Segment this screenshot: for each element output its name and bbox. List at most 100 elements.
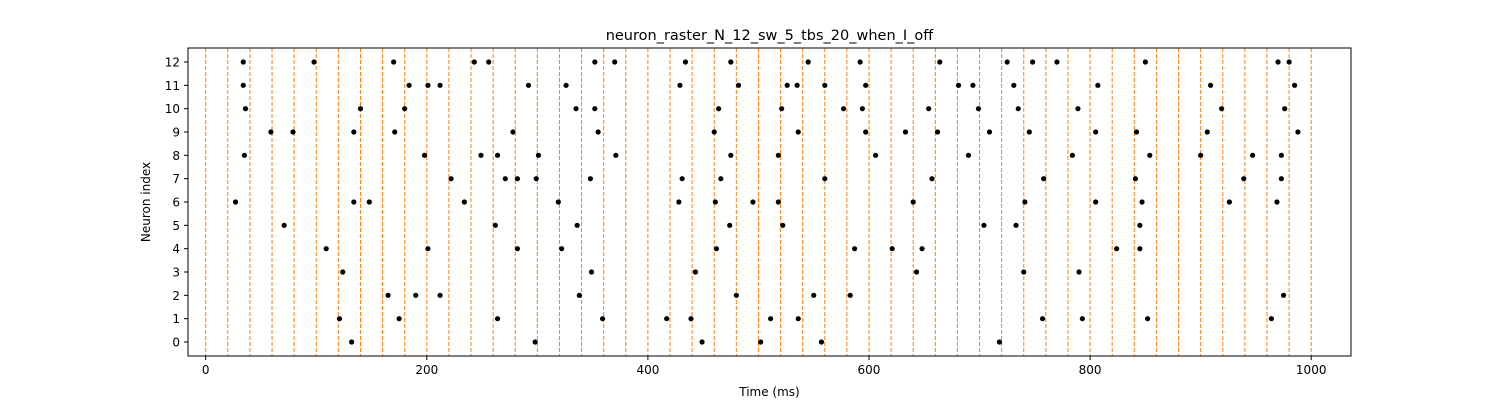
spike-point — [1292, 82, 1298, 88]
spike-point — [612, 59, 618, 65]
spike-point — [1204, 129, 1210, 135]
spike-point — [1137, 222, 1143, 228]
spike-point — [1295, 129, 1301, 135]
spike-point — [679, 176, 685, 182]
x-tick-label: 1000 — [1296, 363, 1327, 377]
spike-point — [716, 106, 722, 112]
spike-point — [494, 316, 501, 322]
spike-point — [795, 316, 801, 322]
spike-point — [779, 106, 785, 112]
spike-point — [728, 59, 734, 65]
spike-point — [1144, 316, 1151, 322]
spike-point — [592, 59, 598, 65]
spike-point — [391, 59, 397, 65]
spike-point — [811, 292, 817, 298]
spike-point — [795, 129, 801, 135]
spike-point — [471, 59, 477, 65]
spike-point — [822, 176, 828, 182]
y-tick-label: 12 — [165, 56, 180, 70]
spike-point — [437, 292, 443, 298]
spike-point — [713, 246, 720, 252]
spike-point — [281, 222, 287, 228]
spike-point — [1054, 59, 1060, 65]
spike-point — [240, 59, 246, 65]
spike-point — [970, 82, 976, 88]
spike-point — [1114, 246, 1120, 252]
spike-point — [461, 199, 467, 205]
spike-point — [735, 82, 742, 88]
spike-point — [406, 82, 412, 88]
spike-point — [1219, 106, 1225, 112]
spike-point — [1278, 176, 1284, 182]
x-tick-label: 200 — [415, 363, 438, 377]
spike-point — [902, 129, 909, 135]
spike-point — [677, 82, 683, 88]
spike-point — [1137, 246, 1143, 252]
spike-point — [1013, 222, 1019, 228]
spike-point — [290, 129, 296, 135]
spike-point — [996, 339, 1003, 345]
spike-point — [588, 269, 595, 275]
spike-point — [1282, 106, 1288, 112]
spike-point — [1147, 152, 1153, 158]
spike-point — [1095, 82, 1101, 88]
spike-point — [840, 106, 847, 112]
spike-point — [514, 246, 521, 252]
spike-point — [926, 106, 932, 112]
spike-point — [727, 222, 733, 228]
spike-point — [1286, 59, 1292, 65]
spike-point — [965, 152, 972, 158]
spike-point — [510, 129, 516, 135]
spike-point — [492, 222, 498, 228]
spike-point — [311, 59, 317, 65]
y-tick-label: 4 — [172, 242, 180, 256]
spike-point — [955, 82, 962, 88]
spike-point — [1026, 129, 1032, 135]
spike-point — [873, 152, 879, 158]
spike-point — [1274, 199, 1280, 205]
spike-point — [448, 176, 454, 182]
spike-point — [574, 222, 580, 228]
spike-point — [425, 246, 431, 252]
spike-point — [822, 82, 828, 88]
spike-point — [240, 82, 246, 88]
x-axis-label: Time (ms) — [738, 385, 800, 399]
y-tick-label: 5 — [172, 219, 180, 233]
x-axis-ticks: 0 200 400 600 800 1000 — [202, 356, 1327, 377]
spike-point — [934, 129, 941, 135]
spike-point — [1241, 176, 1247, 182]
spike-point — [682, 59, 689, 65]
y-tick-label: 3 — [172, 266, 180, 280]
spike-point — [1280, 292, 1287, 298]
x-tick-label: 800 — [1079, 363, 1102, 377]
spike-point — [555, 199, 561, 205]
spike-point — [768, 316, 774, 322]
spike-point — [1268, 316, 1275, 322]
spike-point — [336, 316, 343, 322]
spike-point — [595, 129, 601, 135]
spike-point — [1039, 316, 1046, 322]
spike-point — [1133, 129, 1140, 135]
spike-point — [494, 152, 501, 158]
spike-point — [1198, 152, 1204, 158]
spike-point — [692, 269, 699, 275]
spike-point — [1015, 106, 1021, 112]
spike-point — [241, 152, 247, 158]
x-tick-label: 600 — [858, 363, 881, 377]
spike-point — [323, 246, 329, 252]
spike-point — [232, 199, 239, 205]
spike-point — [676, 199, 682, 205]
spike-point — [1132, 176, 1139, 182]
spike-point — [573, 106, 579, 112]
spike-point — [525, 82, 532, 88]
y-tick-label: 11 — [165, 79, 180, 93]
y-tick-label: 6 — [172, 196, 180, 210]
y-tick-label: 10 — [165, 102, 180, 116]
spike-point — [392, 129, 398, 135]
spike-point — [857, 59, 863, 65]
spike-point — [402, 106, 408, 112]
spike-point — [1142, 59, 1148, 65]
spike-point — [919, 246, 925, 252]
spike-point — [664, 316, 670, 322]
